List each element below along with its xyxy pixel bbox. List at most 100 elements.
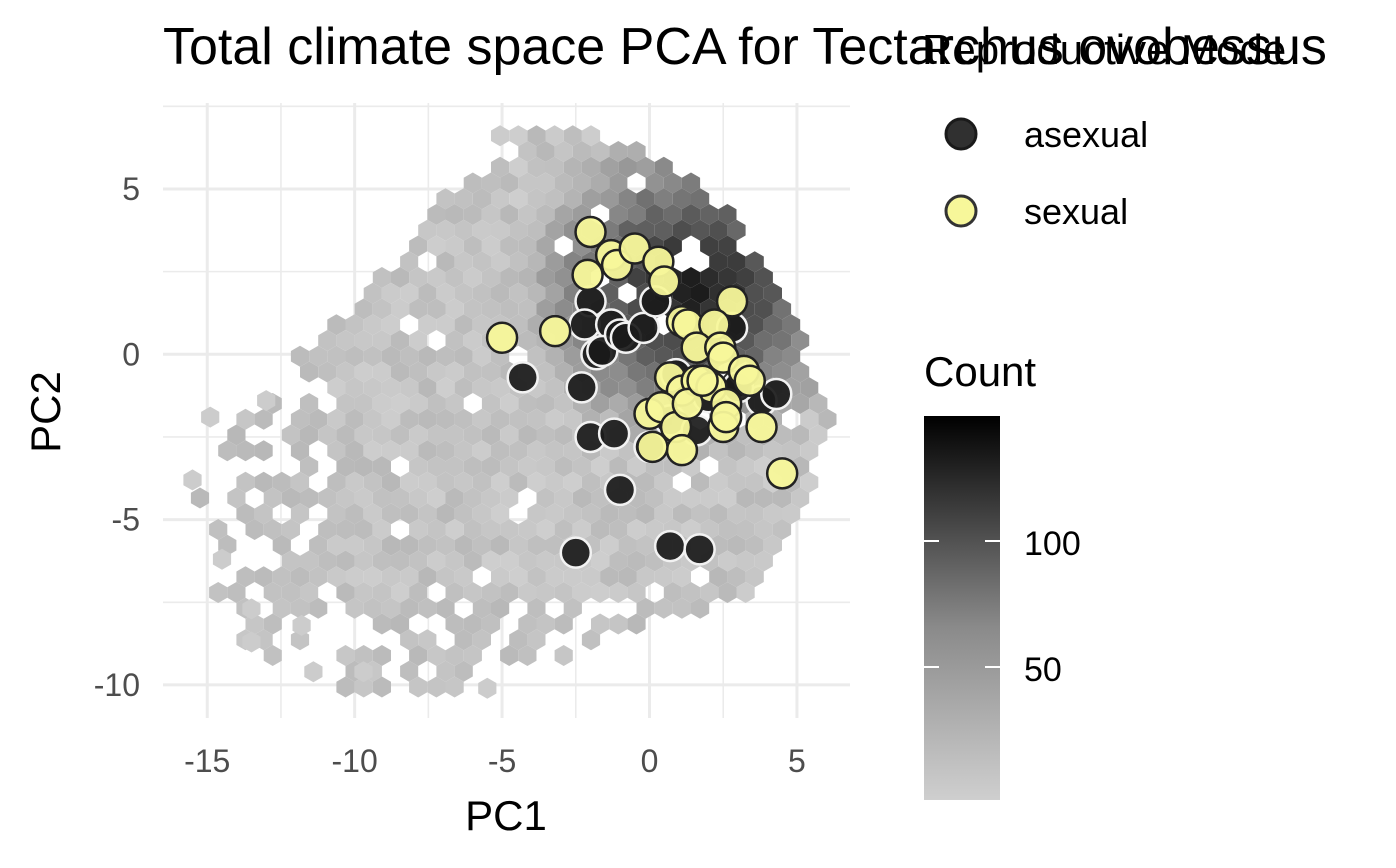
hexbin-cell bbox=[427, 676, 446, 698]
hexbin-cell bbox=[190, 487, 210, 509]
hexbin-cell bbox=[391, 550, 410, 572]
hexbin-cell bbox=[318, 550, 337, 572]
hexbin-cell bbox=[500, 235, 519, 257]
hexbin-cell bbox=[672, 503, 691, 525]
hexbin-cell bbox=[445, 550, 464, 572]
hexbin-cell bbox=[463, 330, 482, 351]
y-axis-label: PC2 bbox=[22, 371, 69, 453]
hexbin-cell bbox=[554, 204, 573, 225]
hexbin-cell bbox=[745, 440, 764, 462]
hexbin-cell bbox=[745, 534, 764, 556]
hexbin-cell bbox=[654, 503, 673, 525]
hexbin-cell bbox=[454, 188, 473, 210]
hexbin-cell bbox=[618, 566, 637, 588]
hexbin-cell bbox=[536, 487, 555, 509]
hexbin-cell bbox=[372, 676, 391, 698]
point-sexual bbox=[733, 364, 767, 397]
hexbin-cell bbox=[727, 534, 746, 556]
hexbin-cell bbox=[545, 156, 564, 178]
hexbin-cell bbox=[554, 456, 573, 477]
hexbin-cell bbox=[609, 582, 628, 603]
hexbin-cell bbox=[600, 156, 619, 178]
hexbin-cell bbox=[400, 251, 419, 273]
hexbin-cell bbox=[681, 267, 701, 288]
hexbin-cell bbox=[536, 204, 555, 225]
hexbin-cell bbox=[709, 566, 728, 588]
hexbin-cell bbox=[354, 487, 373, 509]
hexbin-cell bbox=[518, 424, 537, 446]
hexbin-cell bbox=[491, 597, 510, 619]
hexbin-cell bbox=[372, 519, 391, 540]
hexbin-cell bbox=[591, 582, 610, 603]
hexbin-cell bbox=[463, 361, 482, 383]
y-tick-label: 5 bbox=[122, 171, 140, 207]
hexbin-cell bbox=[663, 204, 682, 225]
hexbin-cell bbox=[500, 267, 519, 288]
hexbin-cell bbox=[791, 424, 810, 446]
hexbin-cell bbox=[554, 141, 573, 162]
hexbin-cell bbox=[718, 519, 737, 540]
hexbin-cell bbox=[304, 661, 323, 683]
hexbin-cell bbox=[372, 487, 391, 509]
hexbin-cell bbox=[509, 125, 528, 147]
hexbin-cell bbox=[736, 267, 755, 288]
hexbin-cell bbox=[463, 235, 482, 257]
hexbin-cell bbox=[609, 204, 628, 225]
hexbin-cell bbox=[454, 440, 473, 462]
hexbin-cell bbox=[363, 408, 382, 430]
hexbin-cell bbox=[745, 503, 764, 525]
hexbin-cell bbox=[436, 597, 455, 619]
hexbin-cell bbox=[254, 440, 273, 462]
hexbin-cell bbox=[345, 314, 364, 336]
hexbin-cell bbox=[645, 204, 664, 225]
hexbin-cell bbox=[545, 377, 564, 399]
hexbin-cell bbox=[663, 582, 682, 603]
hexbin-cell bbox=[227, 487, 246, 509]
hexbin-cell bbox=[418, 629, 437, 651]
hexbin-cell bbox=[436, 314, 455, 336]
hexbin-cell bbox=[242, 598, 261, 620]
hexbin-cell bbox=[445, 267, 464, 288]
hexbin-cell bbox=[500, 519, 519, 540]
hexbin-cell bbox=[391, 424, 410, 446]
hexbin-cell bbox=[245, 613, 264, 635]
point-asexual bbox=[683, 533, 716, 566]
y-tick-label: 0 bbox=[122, 336, 140, 372]
hexbin-cell bbox=[509, 534, 528, 556]
hexbin-cell bbox=[763, 503, 782, 525]
hexbin-cell bbox=[436, 188, 455, 210]
hexbin-cell bbox=[563, 345, 582, 367]
hexbin-cell bbox=[581, 156, 601, 178]
hexbin-cell bbox=[627, 582, 646, 603]
y-tick-label: -5 bbox=[112, 502, 140, 538]
hexbin-cell bbox=[518, 456, 537, 477]
hexbin-cell bbox=[481, 298, 501, 320]
hexbin-cell bbox=[481, 550, 501, 572]
hexbin-cell bbox=[263, 645, 282, 666]
x-tick-label: 5 bbox=[788, 743, 806, 779]
hexbin-cell bbox=[463, 550, 482, 572]
hexbin-cell bbox=[183, 469, 202, 491]
hexbin-cell bbox=[400, 471, 419, 493]
hexbin-cell bbox=[763, 440, 782, 462]
hexbin-cell bbox=[709, 251, 728, 273]
hexbin-cell bbox=[581, 566, 601, 588]
hexbin-cell bbox=[527, 471, 546, 493]
hexbin-cell bbox=[491, 251, 510, 273]
hexbin-cell bbox=[791, 361, 810, 383]
hexbin-cell bbox=[554, 582, 573, 603]
hexbin-cell bbox=[609, 393, 628, 414]
legend-count: Count 100 50 bbox=[924, 348, 1081, 800]
hexbin-cell bbox=[409, 235, 428, 257]
hexbin-cell bbox=[418, 440, 437, 462]
hexbin-cell bbox=[518, 582, 537, 603]
hexbin-cell bbox=[290, 345, 310, 367]
hexbin-cell bbox=[518, 235, 537, 257]
hexbin-cell bbox=[372, 645, 391, 666]
hexbin-cell bbox=[636, 188, 655, 210]
hexbin-cell bbox=[491, 219, 510, 241]
hexbin-cell bbox=[645, 487, 664, 509]
hexbin-cell bbox=[381, 503, 401, 525]
hexbin-cell bbox=[400, 534, 419, 556]
hexbin-cell bbox=[454, 219, 473, 241]
